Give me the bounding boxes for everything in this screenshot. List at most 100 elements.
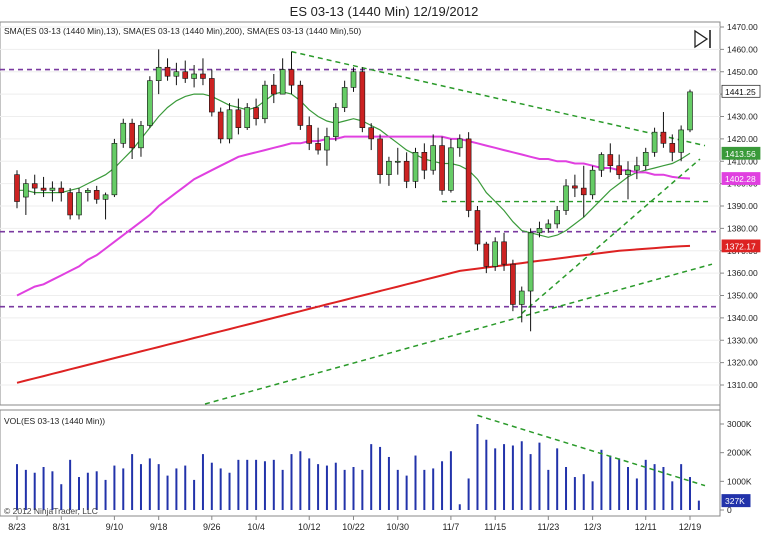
vol-y-tick-label: 1000K bbox=[727, 476, 752, 486]
x-tick-label: 10/30 bbox=[387, 522, 410, 532]
candle-body bbox=[616, 165, 622, 175]
price-tag bbox=[721, 172, 761, 185]
y-tick-label: 1420.00 bbox=[727, 134, 758, 144]
play-forward-icon[interactable] bbox=[694, 29, 711, 49]
x-tick-label: 10/22 bbox=[342, 522, 365, 532]
candle-body bbox=[448, 147, 454, 191]
candle-body bbox=[102, 194, 109, 200]
candlesticks bbox=[14, 49, 693, 332]
candle-body bbox=[279, 69, 286, 95]
candle-body bbox=[129, 122, 135, 149]
y-tick-label: 1340.00 bbox=[727, 313, 758, 323]
candle-body bbox=[625, 169, 631, 175]
y-tick-label: 1380.00 bbox=[727, 223, 758, 233]
horizontal-levels bbox=[0, 68, 720, 308]
candle-body bbox=[580, 187, 587, 196]
price-tag bbox=[721, 239, 761, 253]
trend-line bbox=[521, 158, 701, 314]
candle-body bbox=[58, 187, 65, 193]
candle-body bbox=[164, 66, 171, 77]
candle-body bbox=[386, 160, 392, 175]
candle-body bbox=[111, 143, 118, 196]
candle-body bbox=[518, 290, 525, 305]
y-tick-label: 1390.00 bbox=[727, 201, 758, 211]
candle-body bbox=[23, 183, 29, 198]
y-tick-label: 1360.00 bbox=[727, 268, 758, 278]
x-tick-label: 11/7 bbox=[442, 522, 459, 532]
volume-label: VOL(ES 03-13 (1440 Min)) bbox=[4, 416, 105, 426]
x-tick-label: 12/3 bbox=[584, 522, 602, 532]
candle-body bbox=[40, 187, 47, 191]
candle-body bbox=[324, 136, 330, 151]
candle-body bbox=[67, 192, 73, 216]
candle-body bbox=[572, 185, 578, 189]
candle-body bbox=[262, 84, 268, 120]
candle-body bbox=[209, 78, 215, 113]
candle-body bbox=[474, 210, 481, 245]
candle-body bbox=[669, 143, 676, 153]
price-panel-frame bbox=[0, 21, 721, 406]
y-tick-label: 1460.00 bbox=[727, 44, 758, 54]
price-tag bbox=[721, 84, 761, 98]
candle-body bbox=[607, 154, 614, 167]
price-tag-label: 1441.25 bbox=[725, 87, 756, 97]
candle-body bbox=[191, 73, 197, 79]
sma-line bbox=[16, 244, 691, 384]
candle-body bbox=[14, 174, 20, 202]
candle-body bbox=[545, 223, 552, 229]
candle-body bbox=[31, 183, 38, 189]
x-tick-label: 11/23 bbox=[537, 522, 559, 532]
candle-body bbox=[155, 66, 162, 82]
candle-body bbox=[563, 185, 569, 211]
candle-body bbox=[120, 122, 127, 144]
candle-body bbox=[93, 190, 100, 200]
y-tick-label: 1450.00 bbox=[727, 67, 758, 77]
candle-body bbox=[200, 73, 206, 79]
trend-line bbox=[204, 263, 713, 405]
copyright-text: © 2012 NinjaTrader, LLC bbox=[4, 506, 98, 516]
volume-tag-label: 327K bbox=[725, 496, 745, 506]
candle-body bbox=[678, 129, 684, 153]
candle-body bbox=[341, 87, 348, 108]
candle-body bbox=[527, 232, 534, 292]
y-tick-label: 1310.00 bbox=[727, 380, 758, 390]
y-tick-label: 1320.00 bbox=[727, 358, 758, 368]
candle-body bbox=[403, 160, 410, 182]
candle-body bbox=[182, 71, 189, 79]
candle-body bbox=[244, 107, 251, 128]
candle-body bbox=[173, 71, 180, 77]
price-axis: 1470.001460.001450.001440.001430.001420.… bbox=[720, 22, 761, 390]
trend-lines bbox=[204, 50, 713, 405]
price-tag-label: 1372.17 bbox=[725, 241, 756, 251]
candle-body bbox=[332, 107, 339, 137]
price-tag bbox=[721, 146, 761, 160]
candle-body bbox=[598, 154, 605, 171]
vol-y-tick-label: 3000K bbox=[727, 419, 752, 429]
price-tag-label: 1413.56 bbox=[725, 149, 756, 159]
candle-body bbox=[377, 138, 383, 175]
candle-body bbox=[359, 71, 366, 128]
candle-body bbox=[536, 228, 543, 234]
candle-body bbox=[306, 125, 313, 144]
candle-body bbox=[297, 84, 304, 126]
candle-body bbox=[288, 69, 295, 86]
candle-body bbox=[226, 109, 233, 140]
vol-y-tick-label: 2000K bbox=[727, 448, 752, 458]
x-tick-label: 12/11 bbox=[635, 522, 657, 532]
x-tick-label: 9/26 bbox=[203, 522, 221, 532]
sma-lines bbox=[16, 91, 691, 384]
x-tick-label: 9/10 bbox=[106, 522, 124, 532]
y-tick-label: 1430.00 bbox=[727, 112, 758, 122]
date-axis: 8/23 8/31 9/10 9/18 9/26 10/4 10/12 10/22 10/30 1… bbox=[8, 516, 701, 532]
y-tick-label: 1350.00 bbox=[727, 291, 758, 301]
x-tick-label: 8/23 bbox=[8, 522, 26, 532]
x-tick-label: 10/12 bbox=[298, 522, 321, 532]
candle-body bbox=[465, 138, 472, 211]
y-tick-label: 1470.00 bbox=[727, 22, 758, 32]
candle-body bbox=[510, 263, 516, 305]
sma-line bbox=[17, 91, 691, 238]
candle-body bbox=[315, 143, 321, 151]
